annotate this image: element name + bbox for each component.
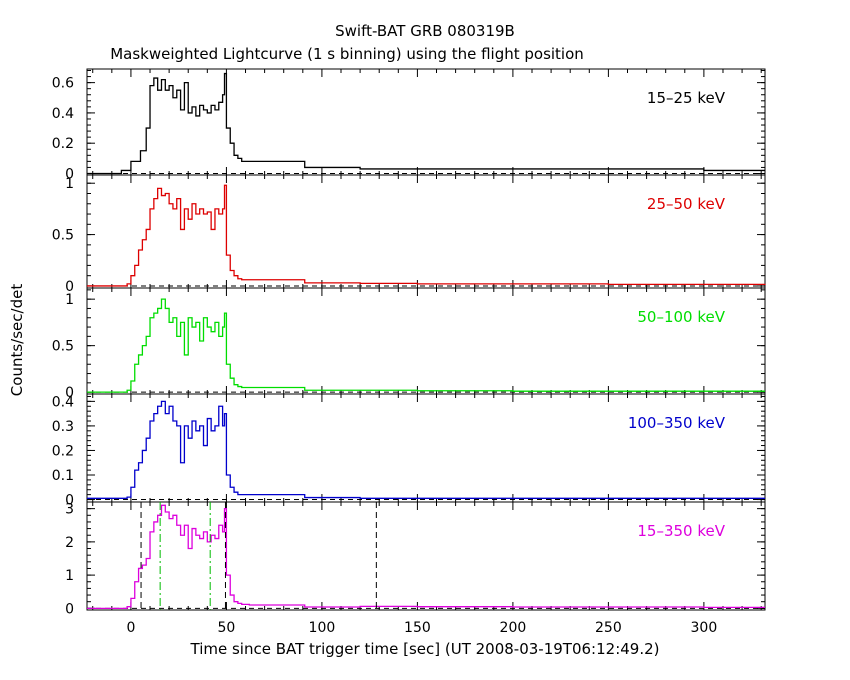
y-tick-label: 1 bbox=[65, 568, 74, 584]
x-axis-label: Time since BAT trigger time [sec] (UT 20… bbox=[190, 640, 660, 658]
x-tick-label: 50 bbox=[218, 620, 236, 636]
y-tick-label: 1 bbox=[65, 176, 74, 192]
panel-frame bbox=[86, 174, 766, 289]
y-tick-label: 0 bbox=[65, 493, 74, 509]
series-line bbox=[87, 184, 766, 287]
band-label: 15–350 keV bbox=[637, 522, 725, 540]
panel-15-350-kev: 0 1 2 3 15–350 keV bbox=[65, 501, 766, 617]
y-tick-label: 0.2 bbox=[52, 136, 74, 152]
panel-frame bbox=[86, 393, 766, 503]
panel-25-50-kev: 0 0.5 1 25–50 keV bbox=[52, 174, 766, 295]
y-tick-label: 0.4 bbox=[52, 394, 74, 410]
x-tick-label: 300 bbox=[691, 620, 718, 636]
y-tick-label: 0.3 bbox=[52, 419, 74, 435]
y-tick-label: 0.1 bbox=[52, 468, 74, 484]
band-label: 100–350 keV bbox=[628, 414, 726, 432]
y-tick-label: 0.5 bbox=[52, 228, 74, 244]
y-tick-label: 0 bbox=[65, 279, 74, 295]
x-tick-label: 200 bbox=[500, 620, 527, 636]
panel-50-100-kev: 0 0.5 1 50–100 keV bbox=[52, 287, 766, 401]
y-tick-label: 2 bbox=[65, 535, 74, 551]
x-tick-label: 0 bbox=[126, 620, 135, 636]
y-tick-label: 0.4 bbox=[52, 106, 74, 122]
band-label: 50–100 keV bbox=[637, 308, 725, 326]
series-line bbox=[87, 504, 765, 609]
panel-15-25-kev: 0 0.2 0.4 0.6 15–25 keV bbox=[52, 68, 766, 182]
x-tick-label: 100 bbox=[309, 620, 336, 636]
chart-title: Swift-BAT GRB 080319B bbox=[335, 22, 515, 40]
y-tick-label: 0.2 bbox=[52, 443, 74, 459]
y-tick-label: 3 bbox=[65, 502, 74, 518]
band-label: 25–50 keV bbox=[647, 195, 726, 213]
panel-frame bbox=[86, 501, 766, 611]
series-line bbox=[87, 298, 765, 393]
y-tick-label: 0 bbox=[65, 166, 74, 182]
chart-subtitle: Maskweighted Lightcurve (1 s binning) us… bbox=[110, 45, 584, 63]
series-line bbox=[87, 400, 765, 499]
y-tick-label: 0.5 bbox=[52, 339, 74, 355]
band-label: 15–25 keV bbox=[647, 89, 726, 107]
y-axis-label: Counts/sec/det bbox=[8, 284, 26, 397]
x-tick-label: 150 bbox=[404, 620, 431, 636]
series-line bbox=[87, 72, 765, 175]
y-tick-label: 0 bbox=[65, 385, 74, 401]
y-tick-label: 0.6 bbox=[52, 76, 74, 92]
y-tick-label: 1 bbox=[65, 292, 74, 308]
x-tick-label: 250 bbox=[595, 620, 622, 636]
y-tick-label: 0 bbox=[65, 601, 74, 617]
panel-100-350-kev: 0 0.1 0.2 0.3 0.4 100–350 keV bbox=[52, 393, 766, 509]
